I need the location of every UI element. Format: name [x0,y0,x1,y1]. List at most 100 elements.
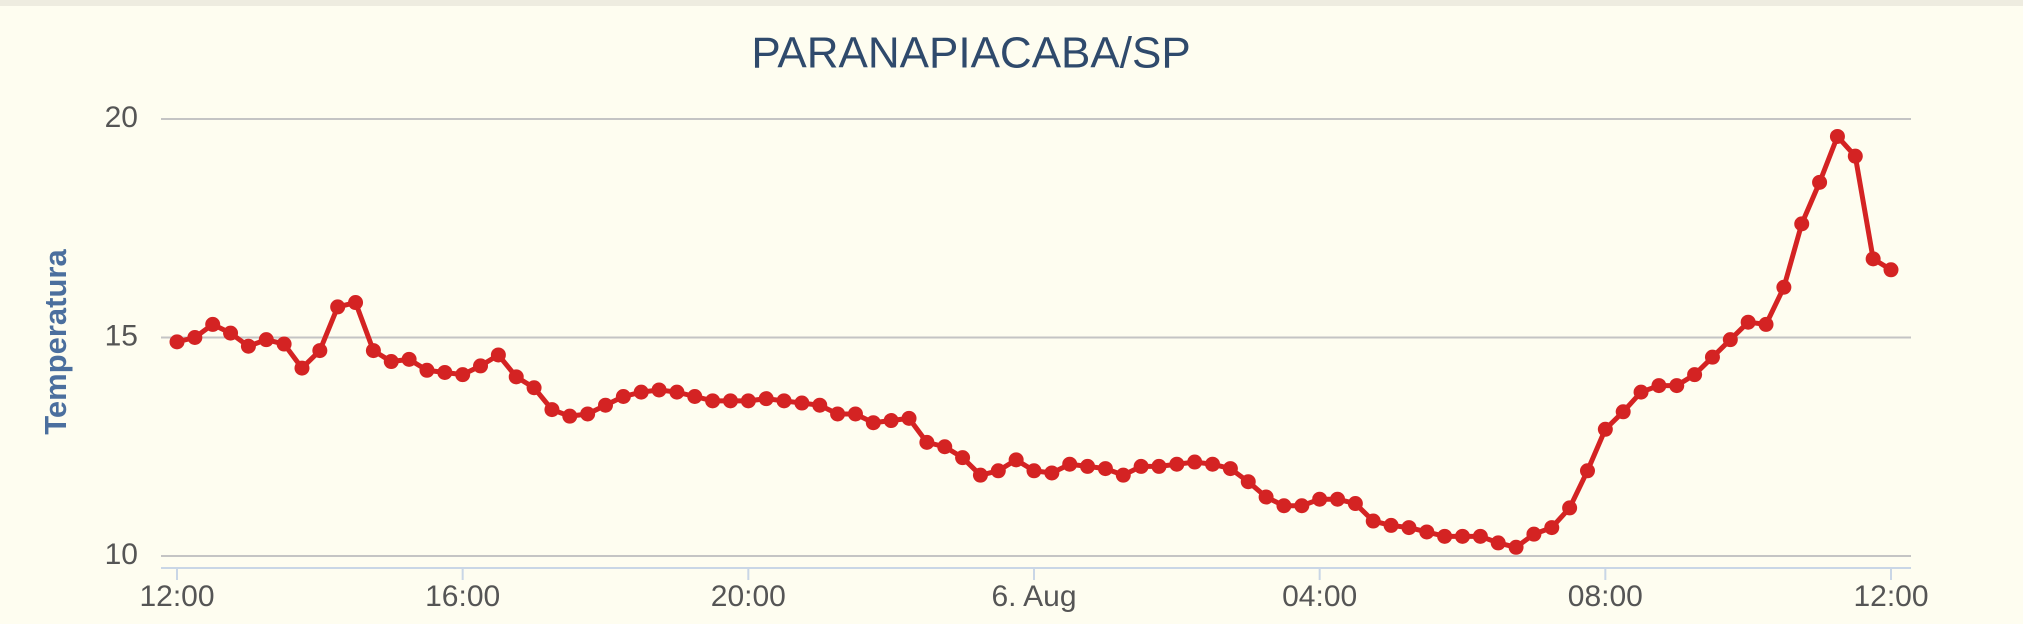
data-point [1312,491,1328,507]
data-point [365,343,381,359]
data-point [1347,496,1363,512]
data-point [1294,498,1310,514]
data-point [330,299,346,315]
data-point [955,450,971,466]
data-point [419,362,435,378]
data-point [455,367,471,383]
data-point [1865,251,1881,267]
data-point [1276,498,1292,514]
chart-title: PARANAPIACABA/SP [751,29,1190,78]
y-tick-label: 10 [105,538,138,571]
data-point [580,406,596,422]
data-point [1151,458,1167,474]
x-tick-label: 08:00 [1568,580,1643,613]
data-point [1240,474,1256,490]
data-point [937,439,953,455]
data-point [598,397,613,413]
data-point [1704,349,1720,365]
data-point [1829,128,1845,144]
data-point [1472,528,1488,544]
data-point [651,382,667,398]
data-point [1847,148,1863,164]
data-point [972,467,988,483]
x-tick-label: 12:00 [139,580,214,613]
data-point [312,343,328,359]
data-point [1615,404,1631,420]
data-point [1401,520,1417,536]
series-line [176,133,1893,550]
data-point [1455,528,1470,544]
data-point [740,393,756,409]
data-point [812,397,828,413]
data-point [758,391,774,407]
data-point [1187,454,1203,470]
data-point [1562,500,1578,516]
data-point [401,351,417,367]
data-point [1776,279,1792,295]
data-point [473,358,489,374]
x-tick-label: 16:00 [425,580,500,613]
data-point [1330,491,1346,507]
data-point [1169,456,1185,472]
data-point [383,354,399,370]
y-tick-label: 15 [105,319,138,352]
data-point [722,393,738,409]
top-shadow [0,0,2023,6]
data-point [1419,524,1435,540]
data-point [1490,535,1506,551]
data-point [223,325,239,341]
data-point [1579,463,1595,479]
data-point [1026,463,1042,479]
data-point [1437,528,1453,544]
data-point [633,384,649,400]
data-point [348,295,364,311]
data-point [1669,378,1685,394]
data-point [1205,456,1221,472]
data-point [990,463,1006,479]
data-point [883,413,899,429]
data-point [294,360,310,376]
data-point [1740,314,1756,330]
data-point [508,369,524,385]
data-point [1115,467,1131,483]
x-tick-label: 20:00 [711,580,786,613]
data-point [169,334,185,350]
data-point [258,332,274,348]
data-point [544,402,560,418]
data-point [1651,378,1667,394]
data-point [1687,367,1703,383]
data-point [1526,526,1542,542]
y-tick-label: 20 [105,101,138,134]
data-point [562,408,578,424]
data-point [1794,216,1810,232]
data-point [276,336,292,352]
data-point [687,388,703,404]
data-point [919,434,935,450]
data-point [1062,456,1078,472]
data-point [794,395,810,411]
data-point [865,415,881,431]
data-point [1758,316,1774,332]
data-point [1544,520,1560,536]
data-point [1508,539,1524,555]
data-point [437,364,453,380]
x-tick-label: 6. Aug [991,580,1076,613]
x-tick-label: 12:00 [1853,580,1928,613]
data-point [705,393,721,409]
data-point [1008,452,1024,468]
data-point [1597,421,1613,437]
data-point [776,393,792,409]
data-point [1258,489,1274,505]
y-axis-label: Temperatura [38,249,73,435]
data-point [830,406,846,422]
data-point [901,410,917,426]
data-point [1097,461,1113,477]
data-point [1080,458,1096,474]
data-point [490,347,506,363]
data-point [1722,332,1738,348]
data-point [669,384,685,400]
data-point [205,316,221,332]
x-tick-label: 04:00 [1282,580,1357,613]
data-point [240,338,256,354]
